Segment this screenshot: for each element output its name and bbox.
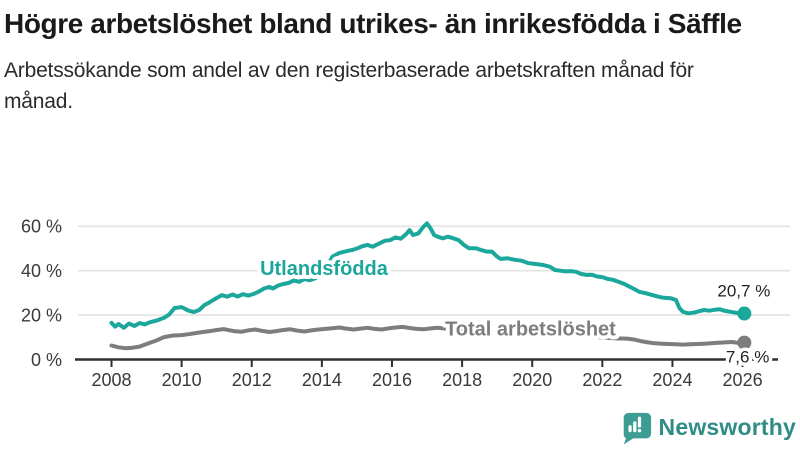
x-tick-label: 2026 [723,370,763,390]
speech-bubble-shape [623,412,651,445]
brand-footer: Newsworthy [619,410,796,445]
brand-name: Newsworthy [658,414,796,440]
exclamation-bar [637,416,641,428]
x-tick-label: 2018 [442,370,482,390]
exclamation-dot [637,428,641,433]
chart-header: Högre arbetslöshet bland utrikes- än inr… [0,0,800,117]
series-line-utlandsf-dda [109,221,747,330]
series-line-total-arbetsl-shet [109,324,747,351]
x-tick-label: 2012 [232,370,272,390]
y-tick-label: 60 % [21,217,62,237]
series-end-dot [737,335,752,350]
x-tick-label: 2020 [512,370,552,390]
x-tick-label: 2022 [582,370,622,390]
y-tick-label: 0 % [31,350,62,370]
page-subtitle: Arbetssökande som andel av den registerb… [4,59,694,113]
y-tick-label: 20 % [21,305,62,325]
x-tick-label: 2008 [91,370,131,390]
x-tick-label: 2014 [302,370,342,390]
x-tick-label: 2016 [372,370,412,390]
series-end-value-label: 7,6 % [726,348,769,367]
y-tick-label: 40 % [21,261,62,281]
x-tick-label: 2024 [652,370,692,390]
bar-medium [632,421,636,433]
x-tick-label: 2010 [162,370,202,390]
newsworthy-chart-bubble-icon [623,412,651,445]
unemployment-line-chart: 0 % 20 % 40 % 60 % 2008 2010 2012 2014 2016 2018 2… [0,190,800,405]
series-label-utlandsf-dda: Utlandsfödda [260,258,389,280]
series-label-total-arbetsl-shet: Total arbetslöshet [445,318,616,340]
page-title: Högre arbetslöshet bland utrikes- än inr… [4,8,742,39]
chart-canvas: 0 % 20 % 40 % 60 % 2008 2010 2012 2014 2016 2018 2… [21,217,790,390]
series-end-dot [737,306,752,321]
bar-small [627,425,632,433]
series-end-value-label: 20,7 % [717,282,770,301]
